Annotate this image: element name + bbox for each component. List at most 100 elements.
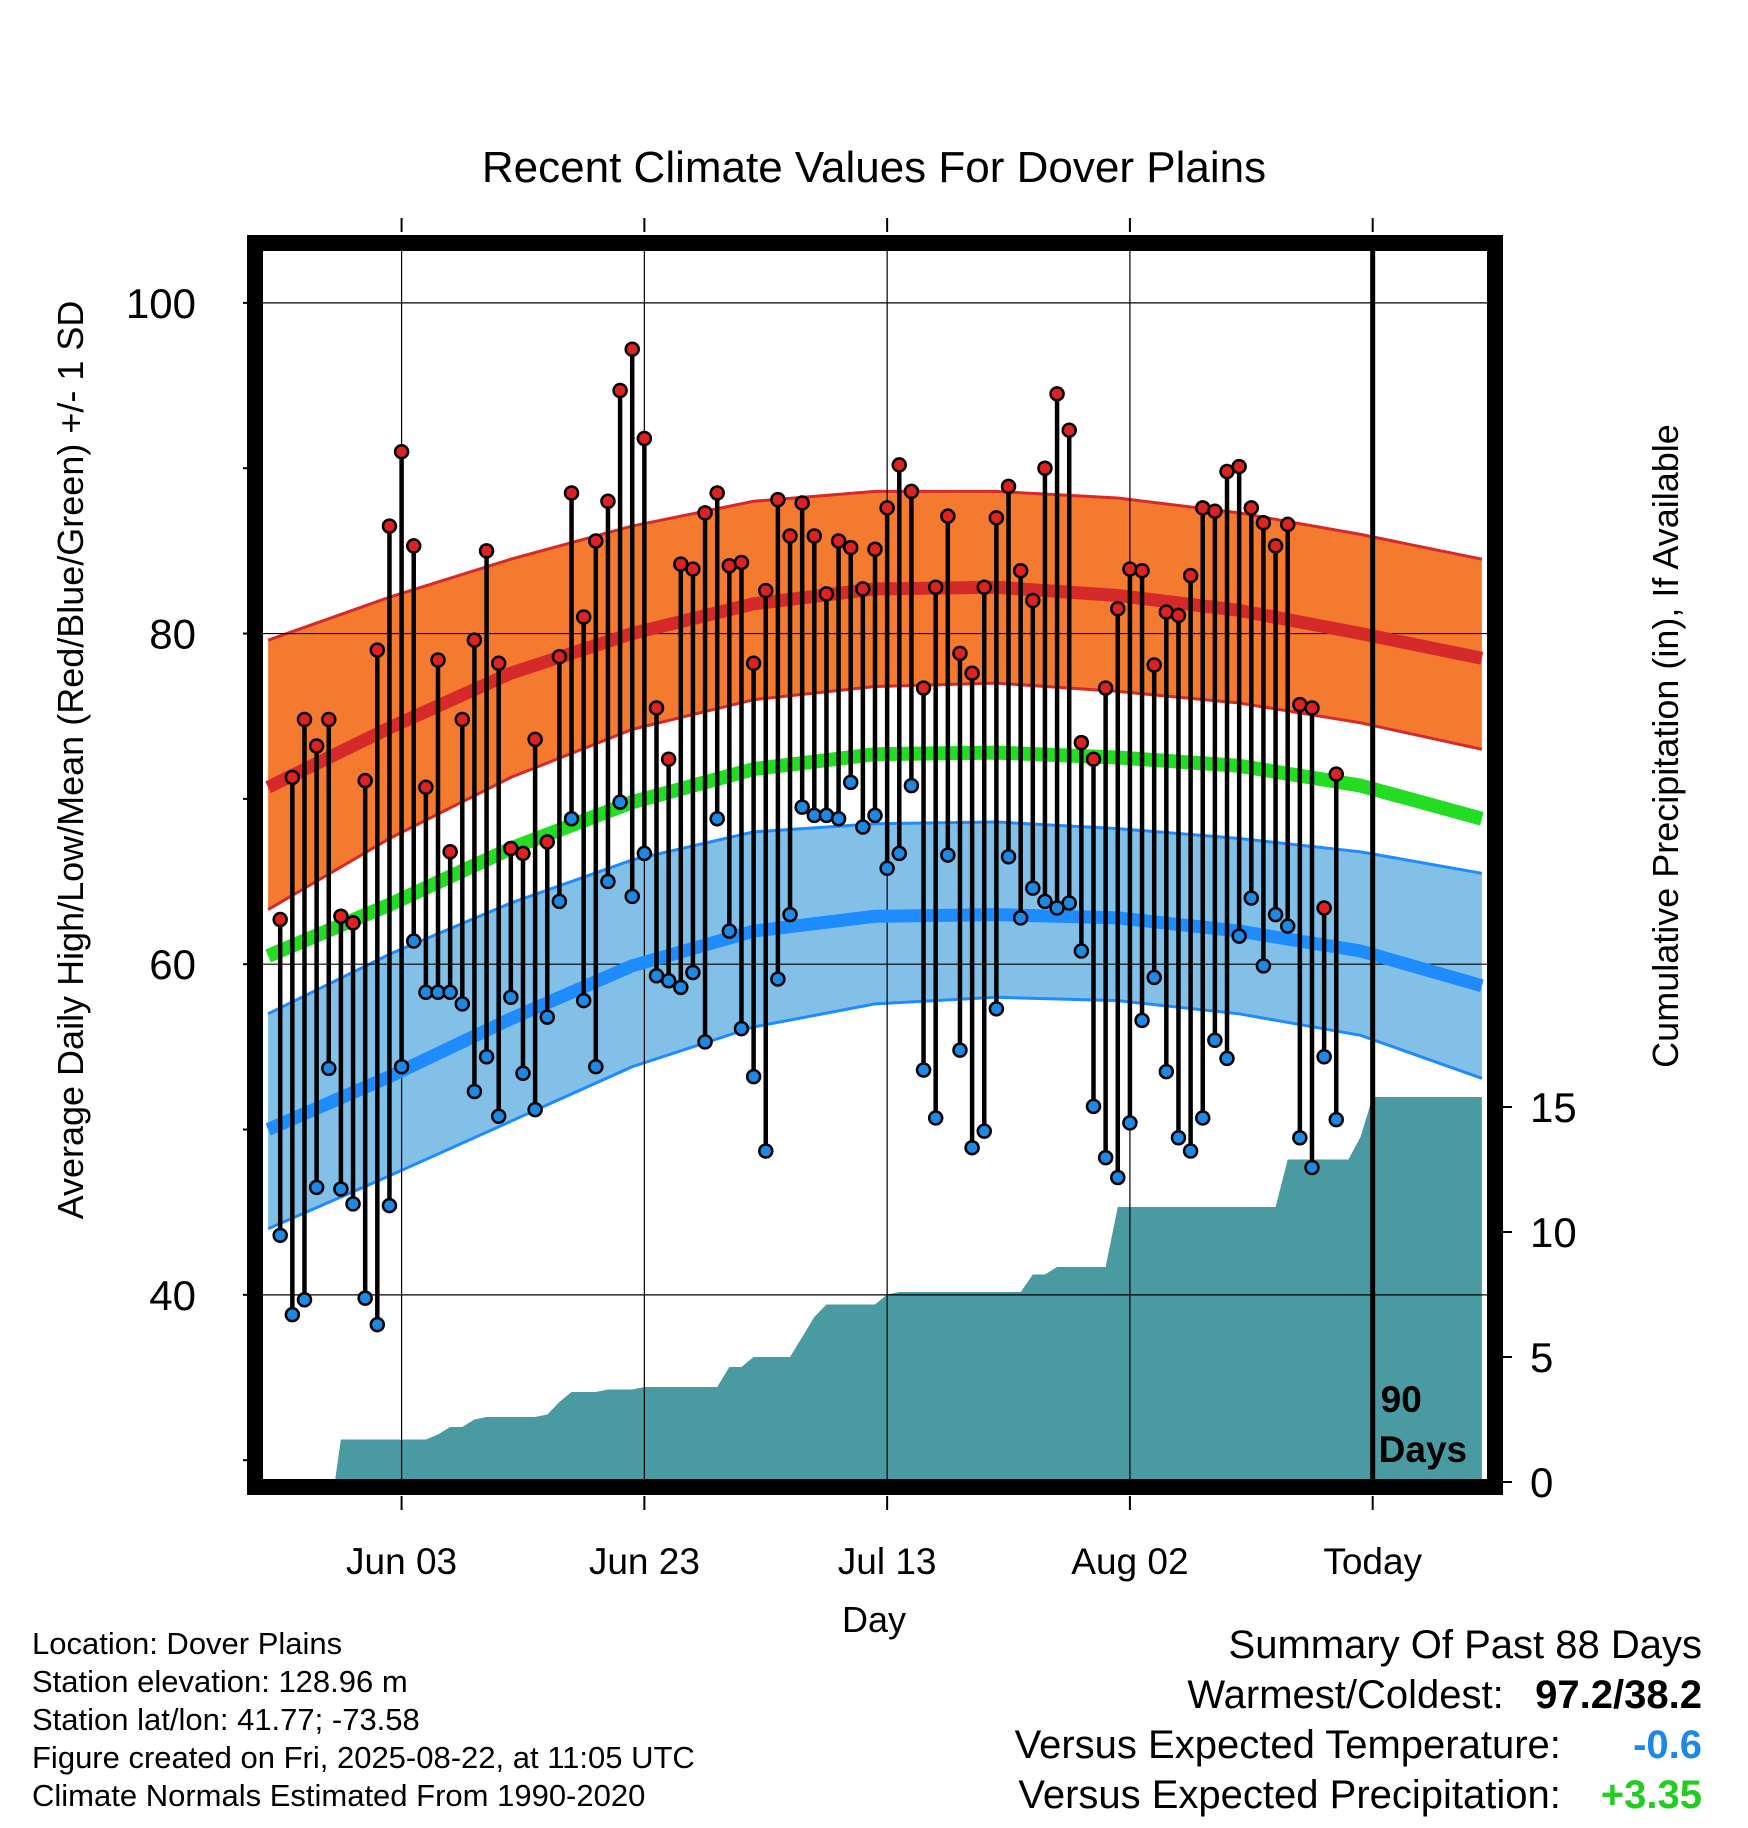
daily-low-point xyxy=(721,923,738,939)
daily-low-point xyxy=(1158,1063,1175,1080)
plot-inner xyxy=(262,0,1488,1480)
daily-high-point xyxy=(272,911,288,928)
daily-high-point xyxy=(770,491,786,508)
days-label-text: Days xyxy=(1379,1429,1467,1470)
daily-high-point xyxy=(1255,515,1272,531)
daily-high-point xyxy=(1025,592,1041,609)
y-tick-label-right: 15 xyxy=(1530,1084,1577,1131)
daily-high-point xyxy=(940,508,956,524)
high-sd-upper-line xyxy=(267,489,1483,642)
daily-low-point xyxy=(709,810,725,827)
daily-low-point xyxy=(284,1306,301,1323)
daily-high-point xyxy=(1328,766,1345,782)
daily-low-point xyxy=(1110,1169,1126,1186)
daily-low-point xyxy=(770,971,786,987)
daily-high-point xyxy=(600,493,616,510)
summary-heading: Summary Of Past 88 Days xyxy=(1228,1623,1702,1667)
daily-high-point xyxy=(1000,478,1017,495)
daily-low-point xyxy=(272,1227,288,1244)
latlon-text: Station lat/lon: 41.77; -73.58 xyxy=(32,1702,420,1737)
summary-panel: Summary Of Past 88 Days Warmest/Coldest:… xyxy=(1015,1620,1702,1820)
created-text: Figure created on Fri, 2025-08-22, at 11… xyxy=(32,1740,695,1775)
daily-high-point xyxy=(1012,562,1029,579)
chart-title: Recent Climate Values For Dover Plains xyxy=(482,143,1266,192)
daily-low-point xyxy=(1025,880,1041,896)
daily-low-point xyxy=(575,992,592,1009)
x-tick-label: Jun 23 xyxy=(589,1541,700,1582)
daily-high-point xyxy=(745,655,762,672)
daily-low-point xyxy=(527,1101,543,1118)
precip-deviation-value: +3.35 xyxy=(1600,1773,1702,1817)
y-tick-label-left: 100 xyxy=(126,280,196,327)
daily-low-point xyxy=(1097,1149,1114,1166)
daily-low-point xyxy=(333,1181,349,1197)
daily-low-point xyxy=(903,777,920,794)
warmest-label: Warmest/Coldest: xyxy=(1187,1673,1504,1717)
daily-low-point xyxy=(466,1083,483,1100)
low-sd-lower-line xyxy=(267,995,1483,1231)
daily-high-point xyxy=(442,844,458,860)
daily-high-point xyxy=(830,533,847,549)
daily-high-point xyxy=(1110,601,1126,617)
station-info: Location: Dover Plains Station elevation… xyxy=(32,1625,695,1815)
daily-low-point xyxy=(1342,0,1355,7)
elevation-text: Station elevation: 128.96 m xyxy=(32,1664,408,1699)
y-tick-label-left: 60 xyxy=(149,941,196,988)
y-tick-label-left: 40 xyxy=(149,1272,196,1319)
daily-low-point xyxy=(1243,890,1260,906)
daily-low-point xyxy=(478,1049,495,1065)
daily-low-point xyxy=(503,989,519,1006)
daily-high-point xyxy=(1316,900,1332,916)
summary-precip-row: Versus Expected Precipitation: +3.35 xyxy=(1015,1770,1702,1820)
daily-high-point xyxy=(430,652,446,668)
daily-high-point xyxy=(685,561,701,577)
daily-low-point xyxy=(308,1179,325,1196)
daily-high-point xyxy=(988,510,1005,526)
daily-high-point xyxy=(1243,500,1260,516)
daily-high-point xyxy=(660,751,677,767)
daily-high-point xyxy=(563,485,580,501)
daily-low-point xyxy=(321,1060,337,1077)
x-tick-label: Jun 03 xyxy=(346,1541,457,1582)
daily-high-point xyxy=(1279,516,1296,533)
daily-high-point xyxy=(369,642,386,658)
location-text: Location: Dover Plains xyxy=(32,1626,343,1661)
daily-high-point xyxy=(806,528,823,544)
precip-area xyxy=(335,1097,1482,1480)
daily-low-point xyxy=(636,845,653,862)
daily-low-point xyxy=(551,893,568,910)
daily-high-point xyxy=(1049,386,1065,402)
daily-high-point xyxy=(1231,458,1247,475)
daily-low-point xyxy=(539,1009,556,1025)
daily-high-point xyxy=(733,554,750,571)
daily-high-point xyxy=(903,483,920,500)
daily-low-point xyxy=(879,860,895,877)
daily-low-point xyxy=(733,1020,750,1037)
daily-low-point xyxy=(830,810,847,827)
daily-low-point xyxy=(1122,1115,1138,1131)
daily-high-point xyxy=(515,845,531,862)
daily-low-point xyxy=(964,1139,980,1156)
daily-low-point xyxy=(345,1196,361,1212)
daily-low-point xyxy=(1279,918,1296,934)
daily-high-point xyxy=(527,731,543,748)
daily-high-point xyxy=(405,538,422,554)
daily-high-point xyxy=(1097,680,1114,696)
plot-frame xyxy=(247,235,1503,1495)
daily-low-point xyxy=(1134,1012,1150,1029)
daily-low-point xyxy=(1267,906,1284,923)
daily-low-point xyxy=(454,996,471,1012)
low-sd-upper-line xyxy=(267,820,1483,1016)
daily-high-point xyxy=(758,582,774,599)
temp-deviation-value: -0.6 xyxy=(1633,1723,1702,1767)
daily-high-point xyxy=(333,908,349,924)
daily-high-point xyxy=(636,430,653,447)
daily-low-point xyxy=(1000,848,1017,865)
daily-high-point xyxy=(867,541,883,557)
daily-low-point xyxy=(1231,928,1247,944)
daily-low-point xyxy=(1085,1098,1102,1115)
daily-low-point xyxy=(1012,910,1029,926)
daily-high-point xyxy=(709,485,725,501)
daily-low-point xyxy=(588,1058,604,1075)
